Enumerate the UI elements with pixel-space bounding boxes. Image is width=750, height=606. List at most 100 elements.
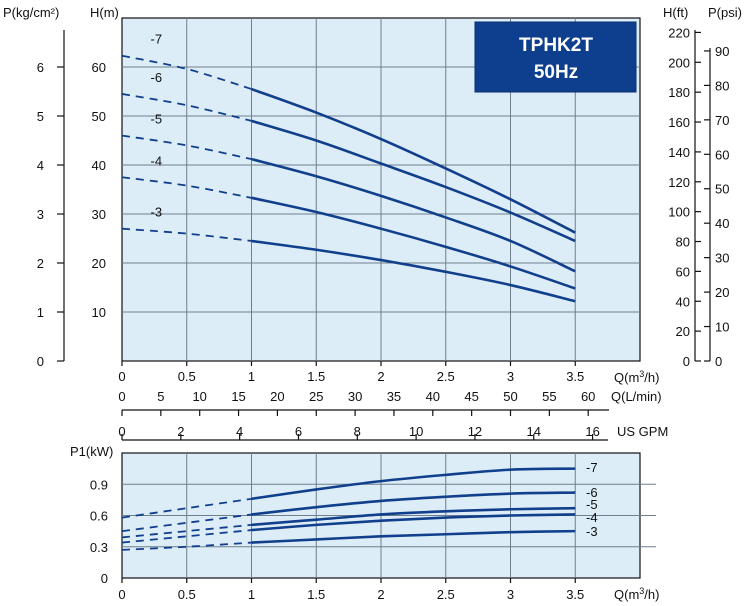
power-curve [251,529,576,544]
power-series-label: -6 [586,485,598,500]
power-q-axis-label: Q(m3/h) [614,586,659,602]
power-curve [251,506,576,527]
h-m-tick-label: 60 [92,60,106,75]
p-psi-tick-label: 40 [715,216,729,231]
h-m-axis-label: H(m) [90,5,119,20]
p-kg-tick-label: 0 [37,354,44,369]
power-curve-dashed [121,497,252,519]
q-lmin-tick-label: 55 [542,389,556,404]
q-lmin-tick-label: 30 [348,389,362,404]
q-m3h-axis-label: Q(m3/h) [614,369,659,385]
p1-tick-label: 0.3 [90,540,108,555]
frequency-title: 50Hz [534,62,578,83]
q-lmin-tick-label: 15 [231,389,245,404]
p-psi-tick-label: 80 [715,78,729,93]
q-lmin-tick-label: 10 [192,389,206,404]
head-series-label: -3 [150,205,162,220]
q-m3h-tick-label: 2 [377,369,384,384]
power-curve-dashed [121,529,252,544]
h-ft-tick-label: 20 [676,324,690,339]
q-lmin-tick-label: 35 [387,389,401,404]
p1-tick-label: 0.6 [90,509,108,524]
power-curve [251,467,576,501]
us-gpm-tick-label: 6 [295,424,302,439]
power-q-tick-label: 2 [377,587,384,602]
p-psi-tick-label: 70 [715,113,729,128]
power-q-tick-label: 0.5 [178,587,196,602]
head-curve [251,239,576,303]
q-lmin-tick-label: 50 [503,389,517,404]
q-m3h-tick-label: 1 [248,369,255,384]
h-ft-tick-label: 160 [668,115,690,130]
h-m-tick-label: 50 [92,109,106,124]
h-ft-axis-label: H(ft) [663,5,688,20]
h-ft-tick-label: 0 [683,354,690,369]
head-curve-dashed [121,54,252,90]
p-kg-tick-label: 3 [37,207,44,222]
us-gpm-axis-label: US GPM [617,424,668,439]
q-m3h-tick-label: 1.5 [307,369,325,384]
p-psi-tick-label: 60 [715,147,729,162]
p-psi-tick-label: 50 [715,182,729,197]
head-curve [251,196,576,290]
power-q-tick-label: 1 [248,587,255,602]
us-gpm-tick-label: 10 [409,424,423,439]
p-kg-tick-label: 1 [37,305,44,320]
power-series-label: -4 [586,510,598,525]
p-kg-tick-label: 4 [37,158,44,173]
p-psi-tick-label: 90 [715,44,729,59]
head-curve [251,119,576,243]
h-ft-tick-label: 40 [676,294,690,309]
title-box: TPHK2T 50Hz [474,21,637,93]
us-gpm-tick-label: 0 [118,424,125,439]
power-axis-ticks: 0 0.5 1 1.5 2 2.5 3 3.5 0 0.3 0.6 0.9 [90,477,584,602]
q-lmin-axis-label: Q(L/min) [611,389,662,404]
power-series-label: -3 [586,524,598,539]
head-series-label: -4 [150,153,162,168]
q-m3h-tick-label: 3.5 [566,369,584,384]
q-lmin-tick-label: 45 [464,389,478,404]
h-m-tick-label: 20 [92,256,106,271]
head-curves: -7 -6 -5 -4 -3 [121,32,576,303]
power-curves: -7 -6-5-4-3 [121,460,598,551]
h-m-tick-label: 30 [92,207,106,222]
head-curve [251,87,576,234]
p-psi-tick-label: 0 [715,354,722,369]
q-lmin-tick-label: 5 [157,389,164,404]
head-grid [122,18,640,361]
head-axis-ticks: 0 0.5 1 1.5 2 2.5 3 3.5 10 20 30 40 50 60 [92,60,585,384]
p-psi-tick-label: 30 [715,251,729,266]
power-series-label: -5 [586,497,598,512]
title-box-background [474,21,637,93]
p-kg-tick-label: 6 [37,60,44,75]
p-kg-axis-label: P(kg/cm²) [3,5,59,20]
h-ft-tick-label: 120 [668,175,690,190]
power-curve [251,513,576,532]
p1-tick-label: 0 [101,571,108,586]
us-gpm-tick-label: 2 [177,424,184,439]
head-curve-dashed [121,93,252,122]
p-psi-axis-label: P(psi) [708,5,742,20]
head-curve-dashed [121,176,252,199]
head-series-label: -7 [150,32,162,47]
power-q-tick-label: 2.5 [437,587,455,602]
h-m-tick-label: 10 [92,305,106,320]
h-ft-tick-label: 200 [668,55,690,70]
secondary-axes: 0123456020406080100120140160180200220010… [37,25,729,440]
power-curve [251,491,576,516]
p1-axis-label: P1(kW) [70,444,113,459]
power-curve-dashed [121,523,252,539]
p-psi-tick-label: 20 [715,285,729,300]
q-lmin-tick-label: 60 [581,389,595,404]
head-series-label: -6 [150,70,162,85]
q-lmin-tick-label: 0 [118,389,125,404]
power-q-tick-label: 3 [507,587,514,602]
power-q-tick-label: 1.5 [307,587,325,602]
q-m3h-tick-label: 0.5 [178,369,196,384]
power-q-tick-label: 0 [118,587,125,602]
h-m-tick-label: 40 [92,158,106,173]
p-kg-tick-label: 5 [37,109,44,124]
q-m3h-tick-label: 2.5 [437,369,455,384]
head-curve-dashed [121,134,252,161]
